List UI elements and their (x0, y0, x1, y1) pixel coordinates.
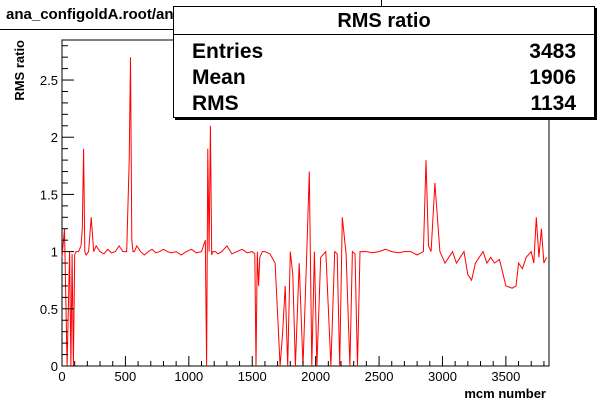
x-tick-label: 1500 (238, 369, 267, 384)
series-line (61, 57, 547, 367)
x-tick-label: 2500 (365, 369, 394, 384)
y-tick-label: 0 (51, 359, 58, 374)
stats-box: RMS ratio Entries 3483 Mean 1906 RMS 113… (173, 6, 595, 118)
x-tick-label: 3500 (491, 369, 520, 384)
x-tick-label: 1000 (174, 369, 203, 384)
stats-value: 3483 (529, 40, 576, 63)
stats-value: 1906 (529, 66, 576, 89)
y-tick-label: 2 (51, 130, 58, 145)
y-tick-label: 1.5 (40, 187, 58, 202)
x-tick-label: 3000 (428, 369, 457, 384)
x-tick-label: 500 (115, 369, 137, 384)
stats-box-name: RMS ratio (174, 7, 594, 35)
stats-label: RMS (192, 92, 239, 115)
x-axis-label: mcm number (464, 386, 546, 401)
y-tick-label: 2.5 (40, 73, 58, 88)
y-axis: 0 0.5 1 1.5 2 2.5 (40, 45, 74, 374)
y-tick-label: 0.5 (40, 302, 58, 317)
y-tick-label: 1 (51, 245, 58, 260)
stats-row-rms: RMS 1134 (192, 90, 576, 118)
stats-label: Entries (192, 40, 264, 63)
x-axis: 0 500 1000 1500 2000 2500 3000 3500 (58, 356, 545, 384)
stats-row-mean: Mean 1906 (192, 64, 576, 92)
plot-series (61, 57, 547, 367)
stats-label: Mean (192, 66, 246, 89)
stats-value: 1134 (530, 92, 576, 115)
y-axis-label: RMS ratio (12, 40, 27, 101)
x-tick-label: 2000 (301, 369, 330, 384)
x-tick-label: 0 (58, 369, 65, 384)
stats-row-entries: Entries 3483 (192, 38, 576, 66)
